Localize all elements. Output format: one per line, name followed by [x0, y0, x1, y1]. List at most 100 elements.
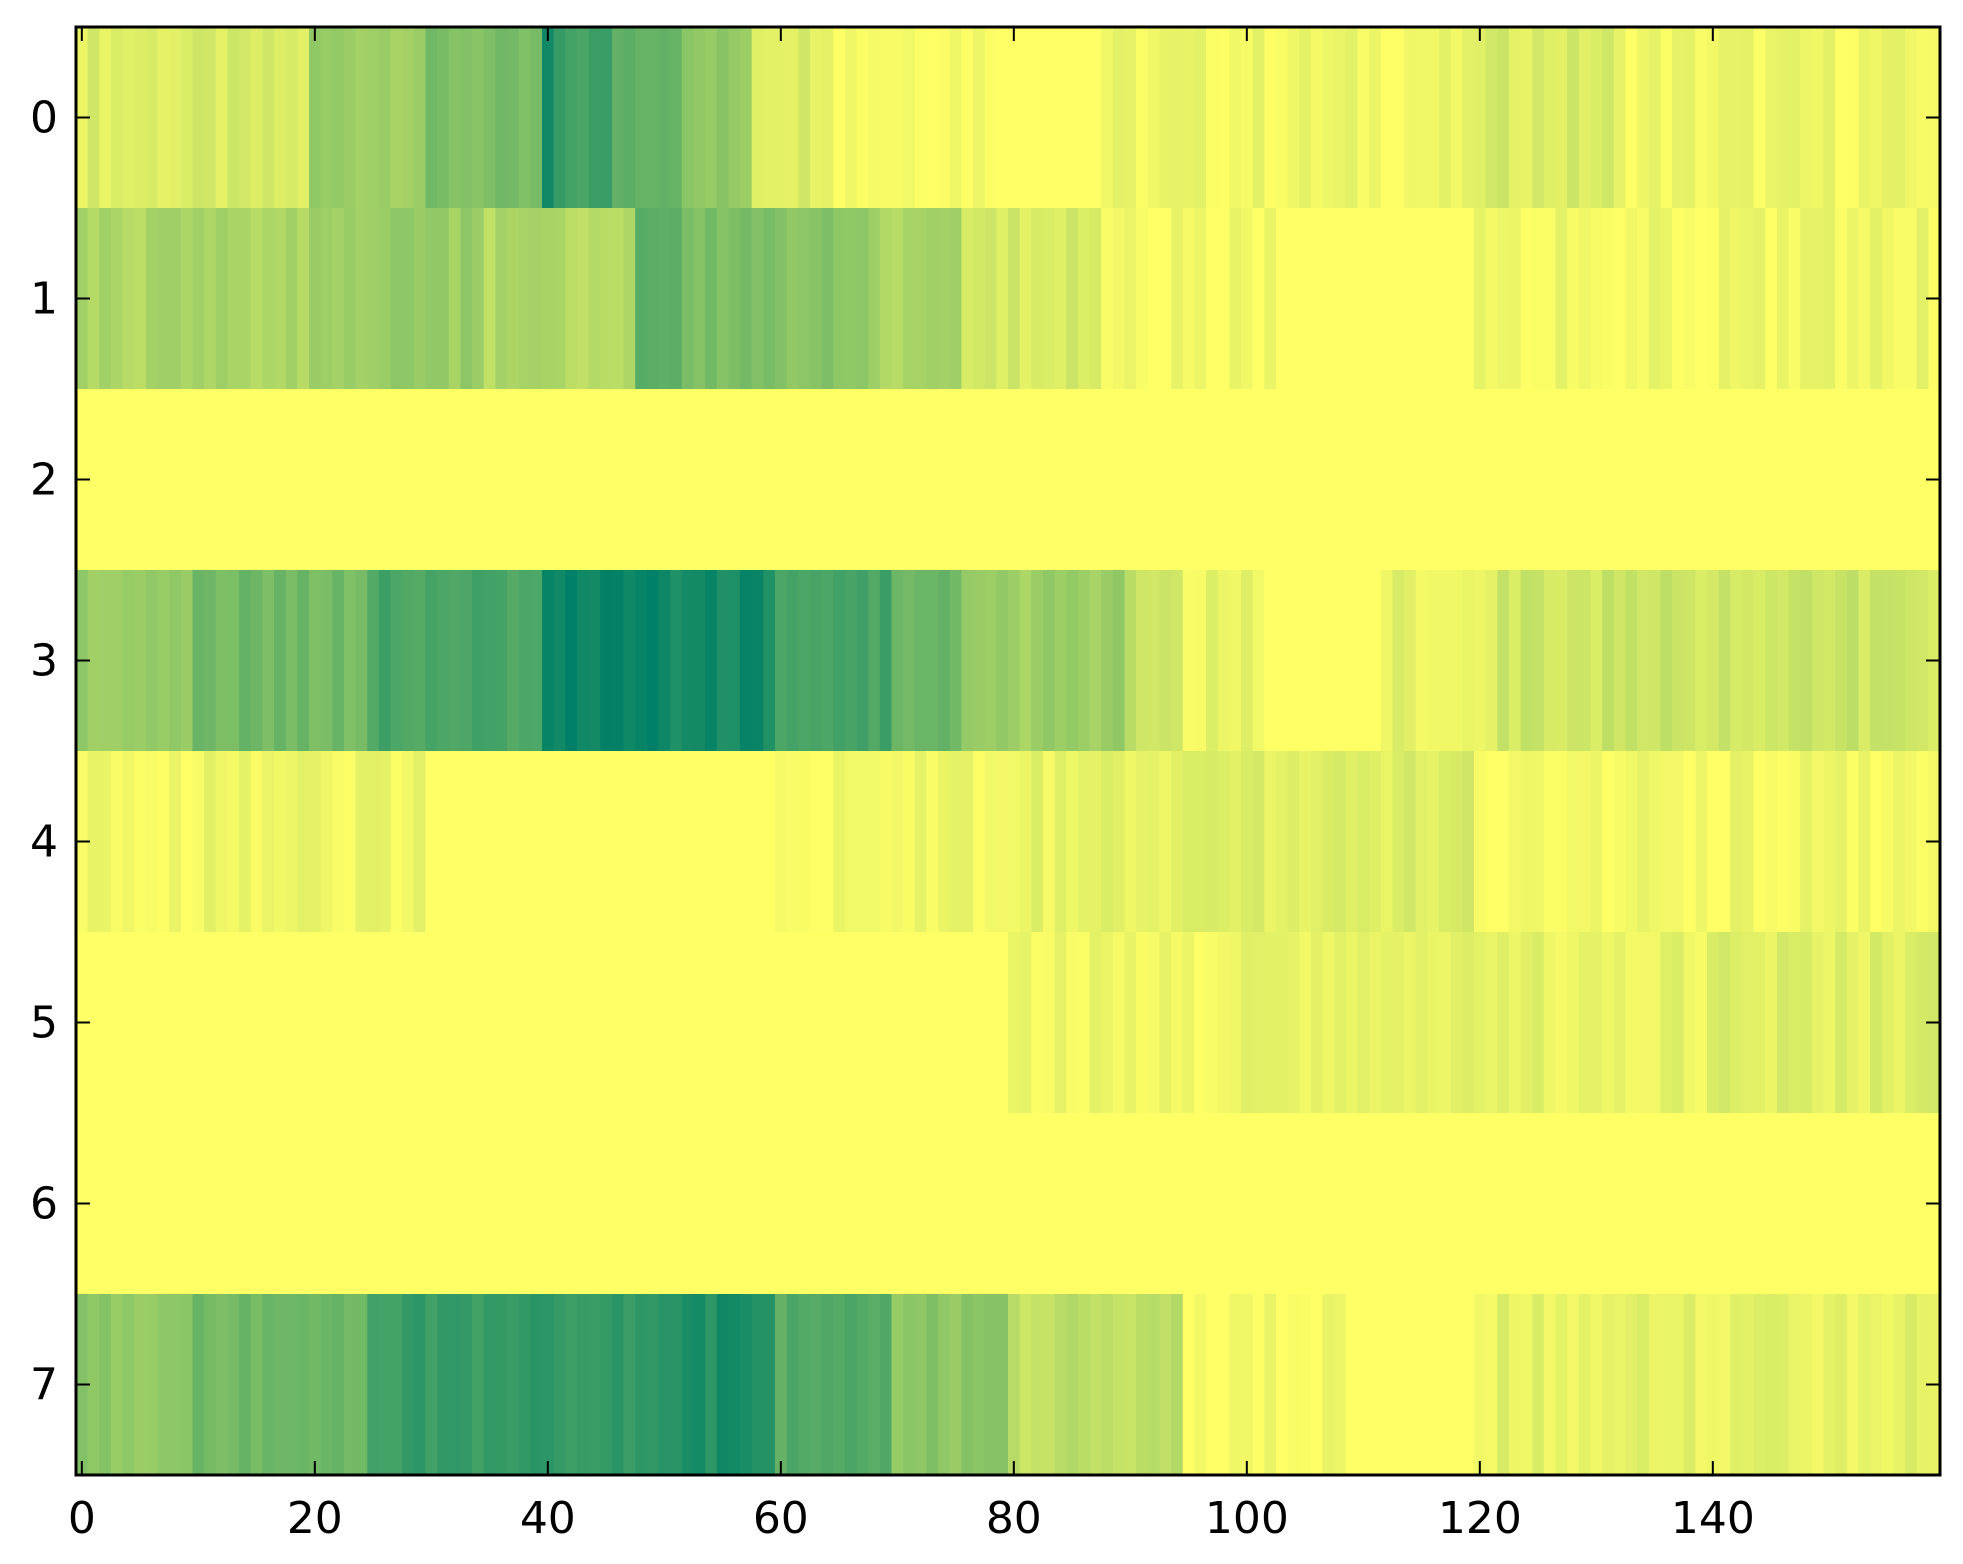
- heatmap-cell: [1637, 570, 1650, 752]
- heatmap-cell: [576, 27, 590, 209]
- heatmap-cell: [99, 27, 112, 209]
- heatmap-cell: [355, 570, 368, 752]
- heatmap-cell: [809, 1294, 823, 1476]
- heatmap-cell: [1683, 1113, 1696, 1295]
- heatmap-cell: [1823, 1113, 1836, 1295]
- heatmap-cell: [879, 389, 893, 571]
- heatmap-cell: [1590, 27, 1603, 209]
- heatmap-cell: [926, 751, 939, 933]
- heatmap-cell: [134, 1294, 147, 1476]
- heatmap-cell: [1112, 751, 1126, 933]
- heatmap-cell: [611, 751, 625, 933]
- heatmap-cell: [809, 1113, 823, 1295]
- heatmap-cell: [367, 208, 380, 390]
- heatmap-cell: [1497, 208, 1510, 390]
- heatmap-cell: [1765, 389, 1778, 571]
- heatmap-cell: [751, 570, 764, 752]
- heatmap-cell: [1089, 208, 1102, 390]
- heatmap-cell: [413, 932, 427, 1114]
- heatmap-cell: [1042, 27, 1056, 209]
- heatmap-cell: [1194, 751, 1207, 933]
- heatmap-cell: [215, 751, 229, 933]
- heatmap-cell: [87, 1294, 100, 1476]
- heatmap-cell: [215, 1294, 229, 1476]
- heatmap-cell: [786, 1294, 799, 1476]
- heatmap-cell: [844, 1113, 858, 1295]
- heatmap-cell: [1567, 27, 1580, 209]
- heatmap-cell: [1648, 1113, 1661, 1295]
- heatmap-cell: [984, 570, 997, 752]
- heatmap-cell: [378, 389, 392, 571]
- heatmap-cell: [390, 389, 403, 571]
- heatmap-cell: [309, 208, 322, 390]
- heatmap-cell: [1578, 1113, 1592, 1295]
- heatmap-cell: [565, 389, 578, 571]
- heatmap-cell: [623, 27, 636, 209]
- heatmap-cell: [1241, 208, 1254, 390]
- heatmap-cell: [297, 389, 310, 571]
- heatmap-cell: [1322, 389, 1335, 571]
- heatmap-cell: [157, 751, 170, 933]
- heatmap-cell: [1543, 751, 1557, 933]
- heatmap-cell: [1881, 208, 1894, 390]
- heatmap-cell: [239, 27, 252, 209]
- heatmap-cell: [1008, 1294, 1021, 1476]
- heatmap-cell: [1357, 208, 1370, 390]
- heatmap-cell: [1008, 570, 1021, 752]
- heatmap-cell: [1404, 1294, 1417, 1476]
- heatmap-cell: [1439, 1294, 1452, 1476]
- heatmap-cell: [1392, 389, 1405, 571]
- heatmap-cell: [1893, 208, 1906, 390]
- heatmap-cell: [1823, 751, 1836, 933]
- heatmap-cell: [1753, 932, 1766, 1114]
- heatmap-cell: [1042, 751, 1056, 933]
- heatmap-cell: [460, 1294, 473, 1476]
- heatmap-cell: [1648, 27, 1661, 209]
- heatmap-cell: [1707, 932, 1720, 1114]
- heatmap-cell: [1602, 751, 1615, 933]
- heatmap-cell: [1182, 1113, 1195, 1295]
- heatmap-cell: [1800, 27, 1813, 209]
- heatmap-cell: [507, 1294, 520, 1476]
- heatmap-cell: [1916, 389, 1929, 571]
- heatmap-cell: [483, 27, 496, 209]
- heatmap-cell: [1578, 932, 1592, 1114]
- heatmap-cell: [821, 932, 834, 1114]
- heatmap-cell: [1672, 570, 1685, 752]
- heatmap-cell: [588, 1294, 601, 1476]
- heatmap-cell: [518, 932, 531, 1114]
- heatmap-cell: [1252, 1113, 1265, 1295]
- heatmap-cell: [716, 389, 729, 571]
- heatmap-cell: [1590, 751, 1603, 933]
- heatmap-cell: [1124, 208, 1137, 390]
- heatmap-cell: [681, 208, 695, 390]
- heatmap-cell: [1439, 1113, 1452, 1295]
- heatmap-cell: [1450, 1113, 1463, 1295]
- heatmap-cell: [1881, 1294, 1894, 1476]
- heatmap-cell: [215, 389, 229, 571]
- heatmap-cell: [1182, 751, 1195, 933]
- heatmap-cell: [1450, 389, 1463, 571]
- heatmap-cell: [670, 1113, 683, 1295]
- heatmap-cell: [1182, 389, 1195, 571]
- heatmap-cell: [775, 1113, 788, 1295]
- heatmap-cell: [448, 751, 462, 933]
- heatmap-cell: [157, 208, 170, 390]
- heatmap-cell: [204, 208, 217, 390]
- heatmap-cell: [1776, 208, 1790, 390]
- heatmap-cell: [1310, 751, 1324, 933]
- heatmap-cell: [169, 570, 182, 752]
- heatmap-cell: [110, 208, 124, 390]
- heatmap-cell: [914, 27, 928, 209]
- heatmap-cell: [180, 208, 194, 390]
- heatmap-cell: [262, 1294, 275, 1476]
- heatmap-cell: [705, 751, 718, 933]
- heatmap-cell: [437, 570, 450, 752]
- heatmap-cell: [1916, 1294, 1929, 1476]
- heatmap-cell: [879, 570, 893, 752]
- heatmap-cell: [507, 27, 520, 209]
- heatmap-cell: [623, 751, 636, 933]
- heatmap-cell: [1520, 27, 1533, 209]
- heatmap-cell: [1252, 27, 1265, 209]
